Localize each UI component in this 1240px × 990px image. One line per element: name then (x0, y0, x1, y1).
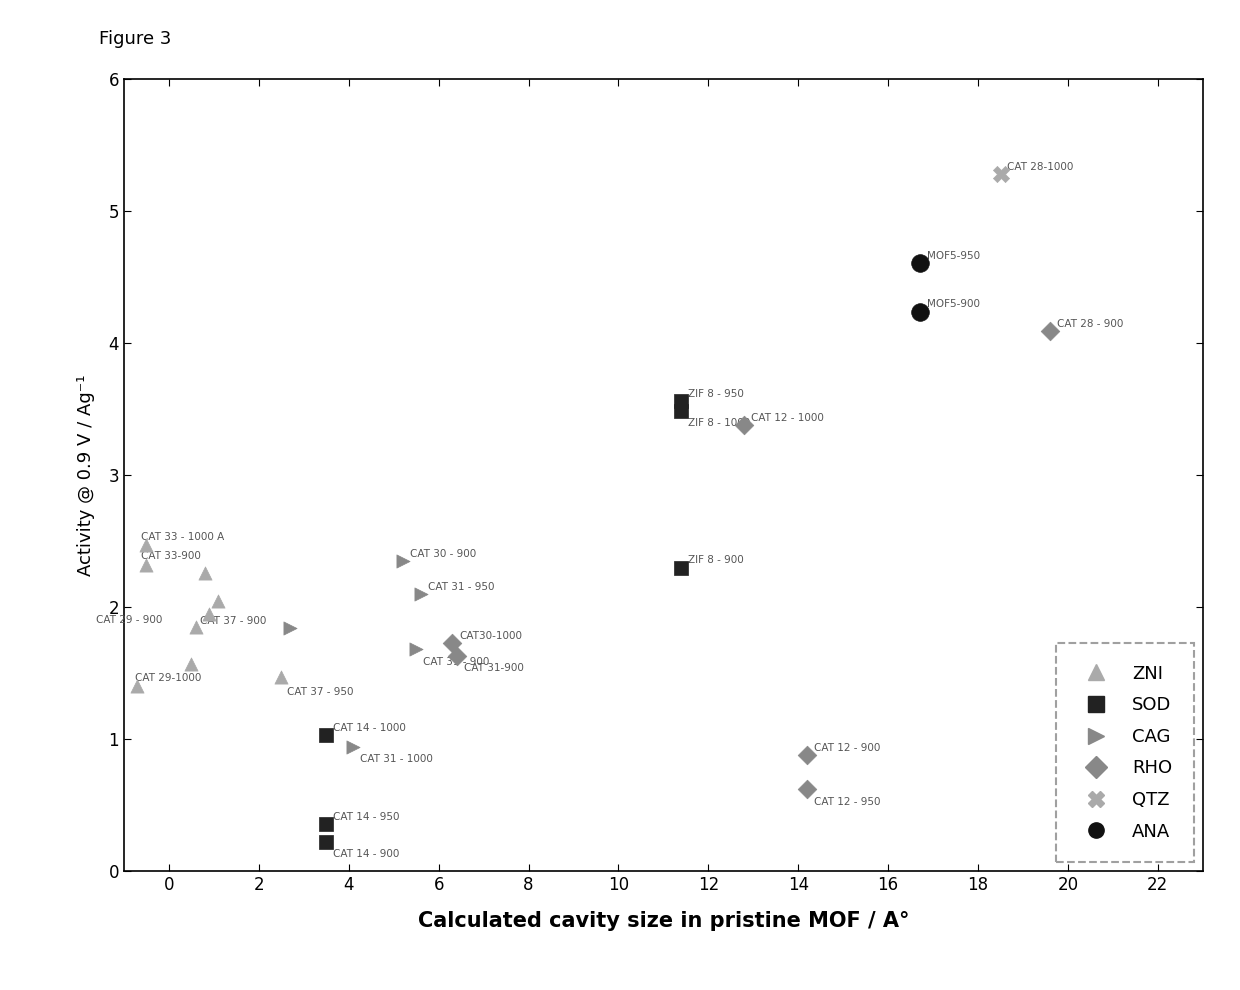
Text: CAT 33-900: CAT 33-900 (141, 551, 201, 561)
Point (186, 619, 206, 635)
Text: CAT 31-900: CAT 31-900 (464, 663, 523, 673)
Text: Figure 3: Figure 3 (99, 30, 171, 48)
Point (671, 403, 691, 419)
Text: CAT 14 - 900: CAT 14 - 900 (334, 849, 399, 859)
Y-axis label: Activity @ 0.9 V / Ag⁻¹: Activity @ 0.9 V / Ag⁻¹ (77, 374, 94, 576)
Point (208, 593, 228, 609)
Text: CAT 28 - 900: CAT 28 - 900 (1056, 319, 1123, 329)
Point (272, 669, 291, 685)
Text: CAT 14 - 1000: CAT 14 - 1000 (334, 723, 405, 733)
Legend: ZNI, SOD, CAG, RHO, QTZ, ANA: ZNI, SOD, CAG, RHO, QTZ, ANA (1056, 644, 1194, 862)
Point (316, 835, 336, 850)
Point (280, 621, 300, 637)
Point (136, 557, 156, 573)
Point (734, 417, 754, 433)
Point (910, 304, 930, 320)
Point (343, 740, 363, 755)
Point (316, 816, 336, 832)
Text: ZIF 8 - 1000: ZIF 8 - 1000 (688, 418, 750, 428)
X-axis label: Calculated cavity size in pristine MOF / A°: Calculated cavity size in pristine MOF /… (418, 911, 909, 931)
Point (393, 553, 413, 569)
Point (181, 656, 201, 672)
Text: CAT30-1000: CAT30-1000 (459, 631, 522, 641)
Text: ZIF 8 - 950: ZIF 8 - 950 (688, 389, 744, 399)
Point (797, 747, 817, 763)
Text: CAT 30 - 900: CAT 30 - 900 (409, 548, 476, 558)
Point (410, 586, 430, 602)
Text: CAT 12 - 1000: CAT 12 - 1000 (751, 413, 825, 423)
Text: CAT 31 - 1000: CAT 31 - 1000 (360, 754, 433, 764)
Point (136, 538, 156, 553)
Point (797, 781, 817, 797)
Text: CAT 29 - 900: CAT 29 - 900 (95, 615, 162, 625)
Point (1040, 324, 1060, 340)
Point (316, 728, 336, 743)
Text: CAT 37 - 950: CAT 37 - 950 (286, 687, 353, 697)
Point (910, 254, 930, 270)
Text: CAT 33 - 1000 A: CAT 33 - 1000 A (141, 532, 224, 542)
Text: MOF5-900: MOF5-900 (926, 299, 980, 309)
Text: CAT 14 - 950: CAT 14 - 950 (334, 812, 399, 822)
Point (128, 678, 148, 694)
Text: CAT 12 - 900: CAT 12 - 900 (815, 742, 880, 752)
Text: CAT 31 - 900: CAT 31 - 900 (423, 656, 490, 666)
Point (446, 648, 466, 664)
Point (407, 642, 427, 657)
Text: CAT 29-1000: CAT 29-1000 (135, 673, 201, 683)
Text: CAT 31 - 950: CAT 31 - 950 (428, 582, 494, 592)
Text: CAT 28-1000: CAT 28-1000 (1007, 162, 1074, 172)
Text: MOF5-950: MOF5-950 (926, 250, 980, 260)
Text: CAT 37 - 900: CAT 37 - 900 (200, 616, 267, 626)
Point (671, 559, 691, 575)
Point (195, 565, 215, 581)
Point (200, 606, 219, 622)
Point (671, 393, 691, 409)
Point (991, 166, 1011, 182)
Text: CAT 12 - 950: CAT 12 - 950 (815, 797, 880, 807)
Point (443, 635, 463, 650)
Text: ZIF 8 - 900: ZIF 8 - 900 (688, 555, 744, 565)
